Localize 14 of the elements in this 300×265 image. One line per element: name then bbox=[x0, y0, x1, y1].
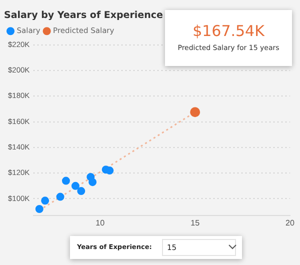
point bbox=[56, 192, 64, 201]
chart-title: Salary by Years of Experience bbox=[4, 10, 163, 22]
point bbox=[88, 178, 97, 186]
x-tick-label: 10 bbox=[96, 218, 106, 228]
x-tick-label: 15 bbox=[190, 218, 200, 228]
point bbox=[190, 107, 200, 118]
point bbox=[106, 166, 114, 175]
point bbox=[41, 196, 50, 205]
text: $167.54K bbox=[192, 22, 266, 40]
point bbox=[35, 204, 44, 213]
x-tick-label: 20 bbox=[286, 218, 295, 228]
point bbox=[71, 182, 80, 190]
point bbox=[77, 187, 86, 196]
point bbox=[62, 176, 70, 185]
